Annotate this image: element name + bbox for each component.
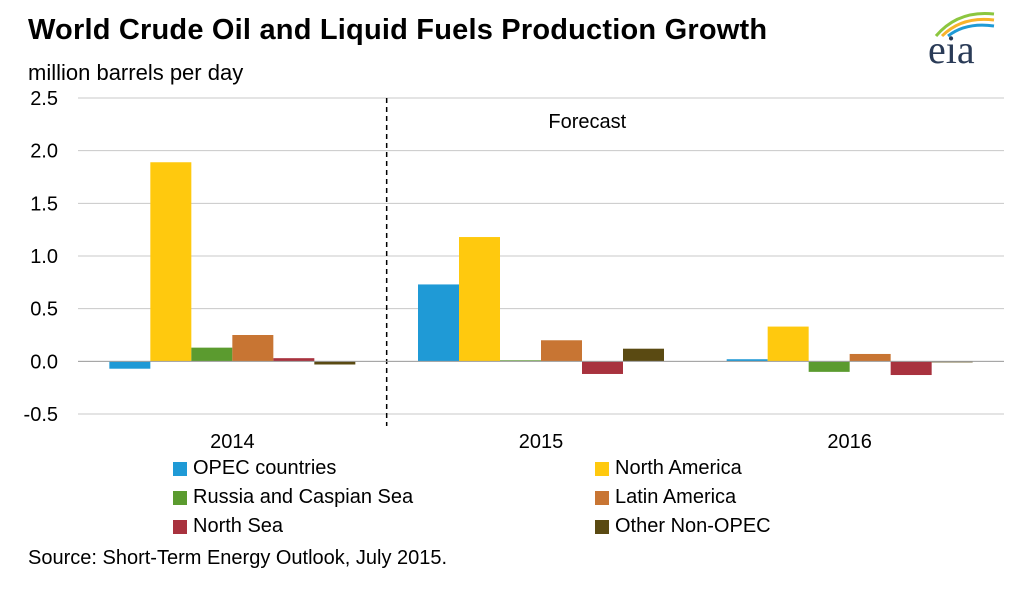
bar-russia-and-caspian-sea-2016 <box>808 361 850 372</box>
y-tick-label: 0.0 <box>30 351 58 373</box>
bar-opec-countries-2014 <box>109 361 151 369</box>
forecast-label: Forecast <box>548 111 626 133</box>
bar-north-sea-2014 <box>273 358 315 362</box>
bar-opec-countries-2015 <box>418 284 459 362</box>
bar-opec-countries-2016 <box>726 359 768 362</box>
bar-latin-america-2014 <box>232 335 274 362</box>
bar-north-america-2015 <box>459 237 500 362</box>
bar-other-non-opec-2016 <box>931 361 973 363</box>
bar-north-america-2016 <box>767 326 809 362</box>
bar-north-sea-2016 <box>890 361 932 376</box>
x-tick-label: 2016 <box>827 431 872 453</box>
y-tick-label: 1.0 <box>30 246 58 268</box>
bar-latin-america-2016 <box>849 353 891 362</box>
bar-latin-america-2015 <box>541 340 582 362</box>
logo-arcs-icon <box>934 11 995 38</box>
x-tick-label: 2015 <box>519 431 564 453</box>
x-tick-label: 2014 <box>210 431 255 453</box>
y-tick-label: -0.5 <box>24 404 58 426</box>
bar-north-sea-2015 <box>582 361 623 374</box>
y-tick-label: 1.5 <box>30 193 58 215</box>
bar-other-non-opec-2015 <box>623 348 664 362</box>
bar-north-america-2014 <box>150 162 192 362</box>
y-tick-label: 2.0 <box>30 141 58 163</box>
chart-title: World Crude Oil and Liquid Fuels Product… <box>28 14 768 46</box>
eia-logo: eia <box>928 8 1008 72</box>
source-note: Source: Short-Term Energy Outlook, July … <box>28 547 448 569</box>
bar-other-non-opec-2014 <box>314 361 356 365</box>
bar-russia-and-caspian-sea-2014 <box>191 347 233 362</box>
logo-text: eia <box>928 27 975 72</box>
chart-subtitle: million barrels per day <box>28 60 244 85</box>
bar-russia-and-caspian-sea-2015 <box>500 360 541 362</box>
y-tick-label: 0.5 <box>30 299 58 321</box>
y-tick-label: 2.5 <box>30 88 58 110</box>
